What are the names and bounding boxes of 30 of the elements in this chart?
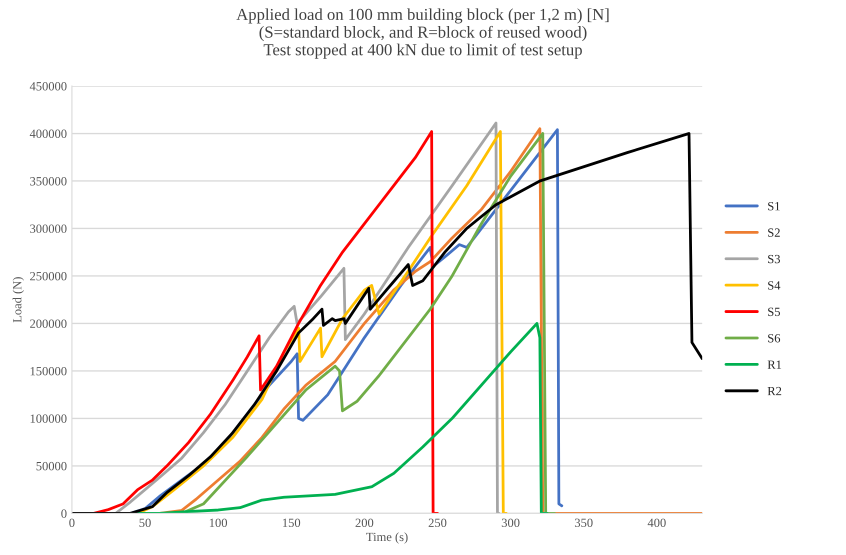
y-axis-title: Load (N)	[12, 277, 24, 322]
legend-label: S5	[768, 308, 780, 316]
legend-label: R1	[768, 360, 782, 369]
x-tick-label: 350	[574, 518, 593, 528]
x-axis-title: Time (s)	[366, 532, 408, 544]
y-tick-label: 300000	[30, 224, 67, 233]
y-tick-label: 450000	[30, 82, 67, 90]
legend-label: S2	[768, 228, 780, 237]
x-tick-label: 50	[140, 518, 151, 528]
legend-label: S1	[768, 202, 780, 210]
legend-label: S6	[768, 334, 780, 342]
y-tick-label: 350000	[30, 177, 67, 186]
x-tick-label: 200	[356, 518, 374, 528]
x-tick-label: 150	[282, 518, 300, 528]
y-tick-label: 50000	[36, 462, 67, 470]
x-tick-label: 400	[648, 518, 666, 528]
y-tick-label: 150000	[30, 366, 67, 376]
legend-label: S3	[768, 254, 780, 264]
legend-label: R2	[768, 386, 782, 396]
x-tick-label: 250	[428, 518, 446, 528]
y-tick-label: 400000	[30, 130, 67, 138]
x-tick-label: 0	[69, 518, 75, 528]
y-tick-label: 0	[61, 509, 67, 518]
chart-title: Applied load on 100 mm building block (per 1,2 m) [N] (S=standard block, and R=block of reused wood) Test stopped at 400 kN due to limit of test setup	[236, 8, 609, 59]
y-tick-label: 100000	[30, 414, 67, 423]
x-tick-label: 100	[210, 518, 228, 528]
y-tick-label: 200000	[30, 319, 67, 328]
y-tick-label: 250000	[30, 272, 67, 280]
legend-label: S4	[768, 281, 780, 290]
x-tick-label: 300	[502, 518, 520, 528]
